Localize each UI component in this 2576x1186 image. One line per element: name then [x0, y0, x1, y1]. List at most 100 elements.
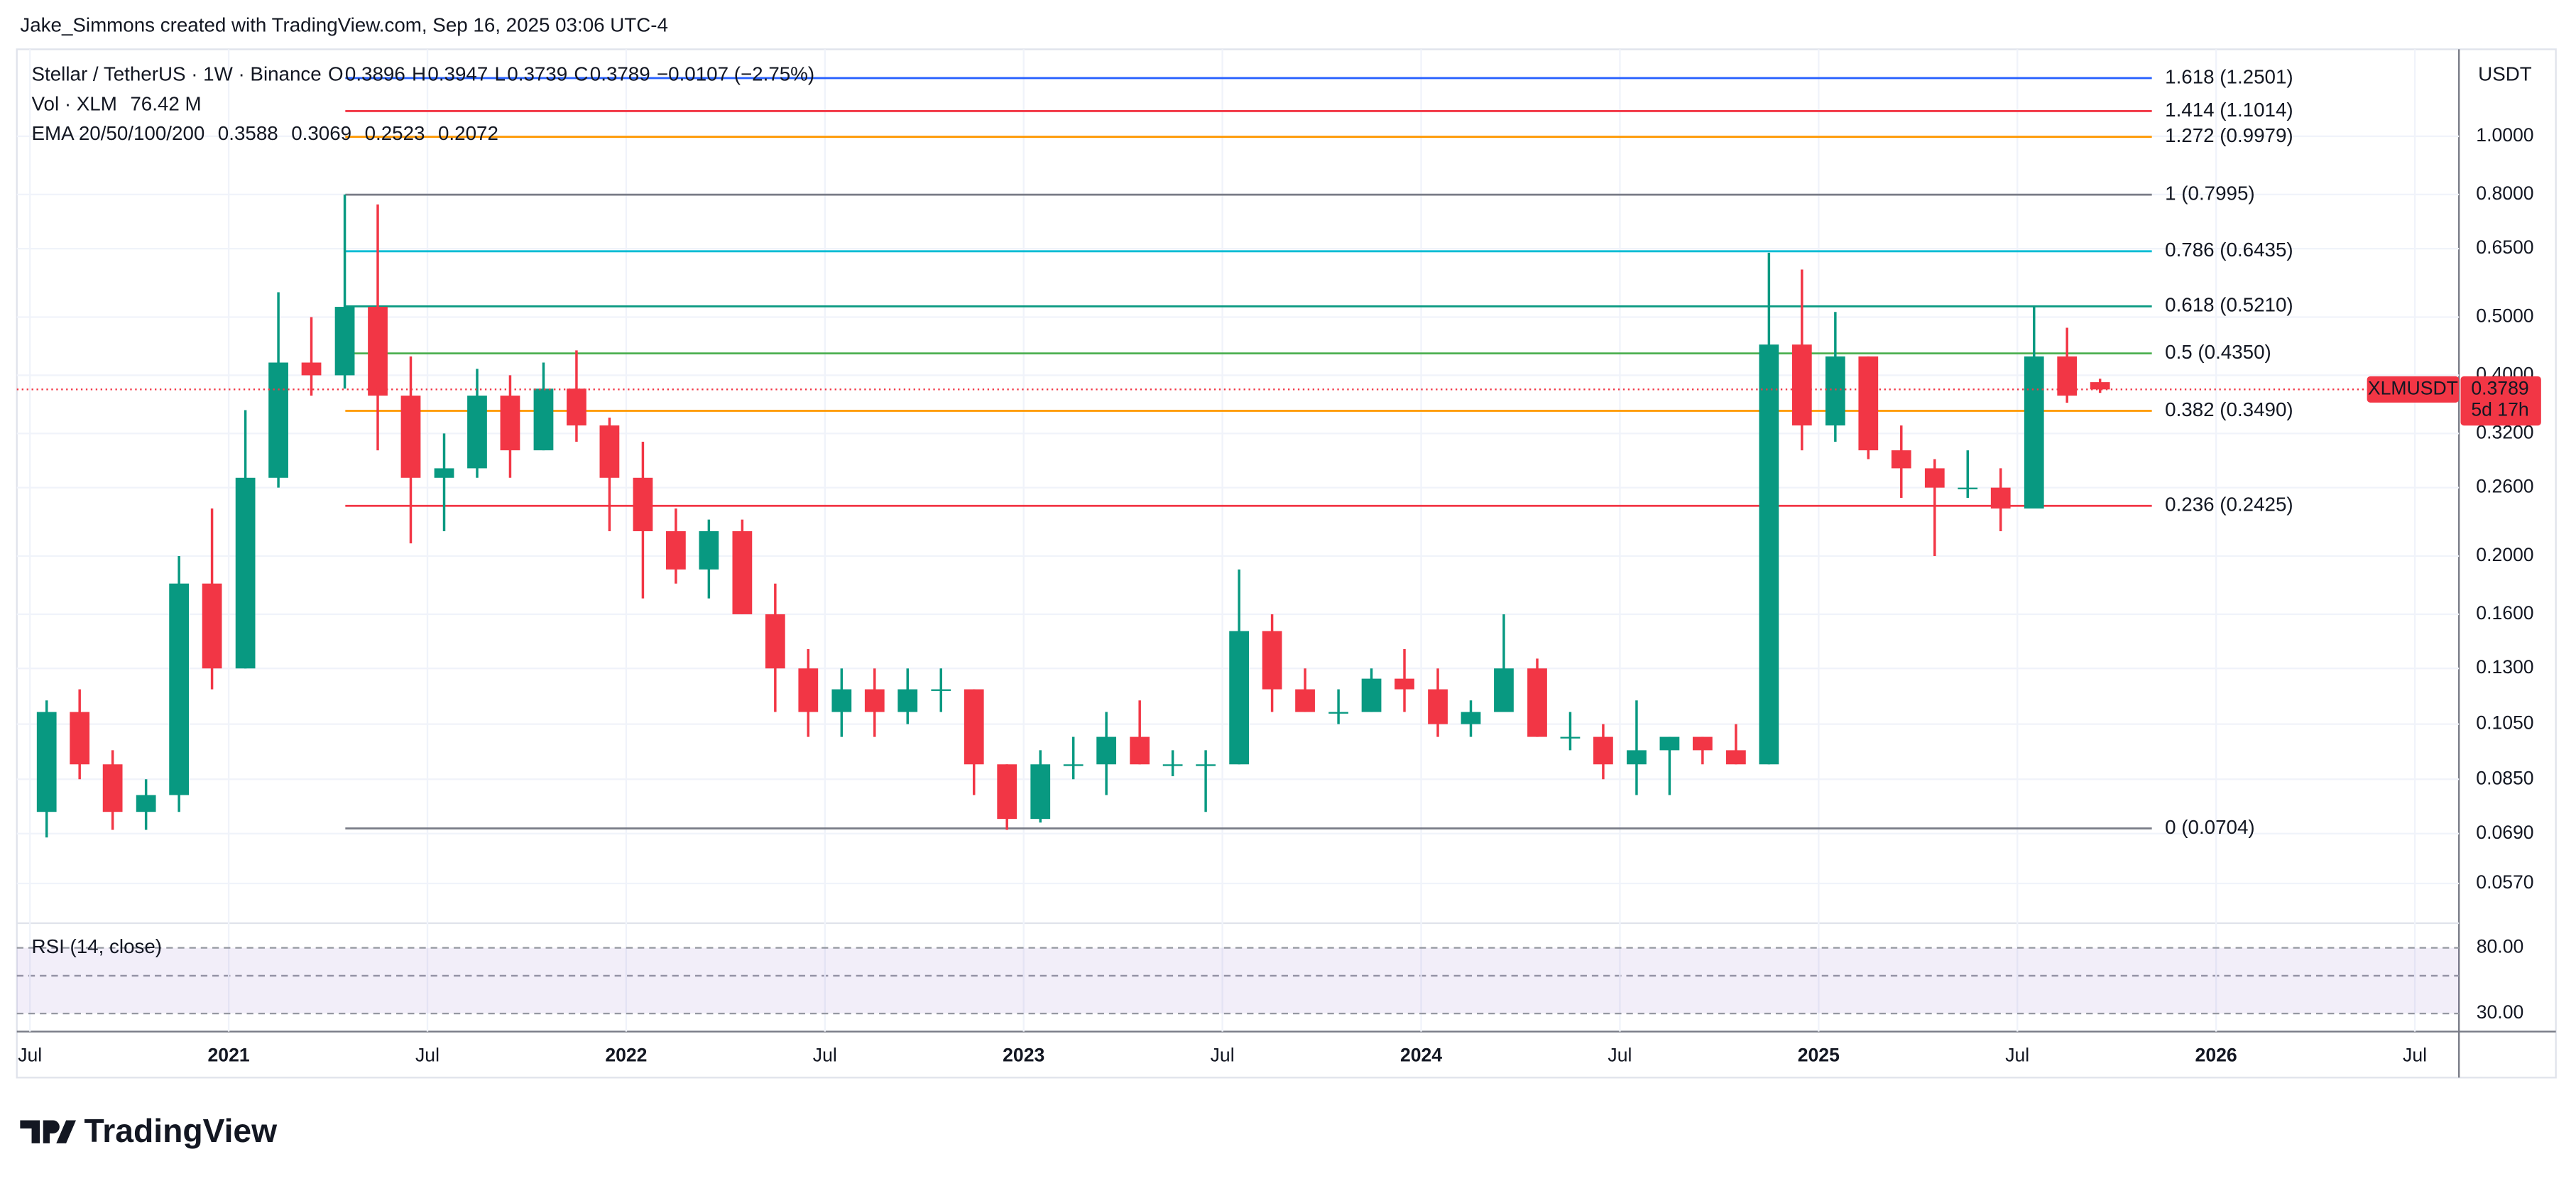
candle-body [1990, 487, 2011, 509]
x-tick-label: Jul [1608, 1044, 1632, 1065]
candle-body [368, 307, 388, 396]
candle-body [1858, 356, 1879, 451]
candle-body [1759, 344, 1779, 765]
legend-text: Stellar / TetherUS · 1W · Binance [32, 63, 322, 85]
legend-text: 0.2523 [365, 122, 425, 144]
candle-body [36, 712, 57, 812]
legend-text: 0.3947 [427, 63, 488, 85]
rsi-tick-label: 30.00 [2477, 1001, 2524, 1023]
candle-body [1030, 764, 1051, 820]
legend-text: −0.0107 (−2.75%) [657, 63, 814, 85]
y-tick-label: 1.0000 [2476, 124, 2533, 146]
candle-body [831, 689, 852, 712]
x-tick-label: 2023 [1003, 1044, 1044, 1065]
credit: Jake_Simmons created with TradingView.co… [20, 13, 668, 36]
legend-text: 0.3069 [291, 122, 351, 144]
legend-text: 76.42 M [130, 92, 201, 114]
fib-label: 0.618 (0.5210) [2165, 294, 2293, 316]
x-tick-label: Jul [18, 1044, 42, 1065]
candle-body [964, 689, 984, 765]
candle-body [864, 689, 885, 712]
candle-body [268, 362, 288, 478]
candle-body [633, 477, 653, 531]
candle-body [235, 477, 256, 669]
candle-body [1825, 356, 1845, 426]
x-tick-label: Jul [813, 1044, 837, 1065]
candle-body [136, 795, 156, 812]
candle-body [434, 468, 454, 478]
x-tick-label: Jul [2403, 1044, 2427, 1065]
y-tick-label: 0.1600 [2476, 602, 2533, 624]
candle-body [1791, 344, 1812, 426]
legend-text: 0.3739 [507, 63, 567, 85]
candle-body [997, 764, 1017, 820]
candle-body [169, 583, 190, 795]
fib-label: 0.786 (0.6435) [2165, 239, 2293, 261]
brand: TradingView [84, 1112, 278, 1149]
x-tick-label: 2022 [605, 1044, 647, 1065]
legend-text: 0.3789 [590, 63, 650, 85]
candle-body [1428, 689, 1448, 724]
price-tag-value: 0.3789 [2471, 377, 2528, 398]
rsi-tick-label: 80.00 [2477, 936, 2524, 957]
legend-text: L [495, 63, 506, 85]
candle-body [202, 583, 222, 669]
x-tick-label: Jul [2005, 1044, 2029, 1065]
candle-body [400, 396, 421, 478]
rsi-band [16, 947, 2460, 1014]
candle-body [897, 689, 918, 712]
legend-text: 0.2072 [438, 122, 498, 144]
fib-label: 1.272 (0.9979) [2165, 124, 2293, 146]
candle-body [1130, 736, 1150, 765]
candle-body [1659, 736, 1680, 751]
candle-body [599, 425, 620, 478]
candle-body [301, 362, 322, 376]
candle-body [699, 531, 719, 570]
candle-body [931, 689, 951, 691]
x-tick-label: 2026 [2195, 1044, 2237, 1065]
logo-icon [20, 1120, 76, 1143]
legend-text: H [412, 63, 426, 85]
y-tick-label: 0.0850 [2476, 767, 2533, 788]
candle-body [533, 388, 554, 451]
y-tick-label: 0.5000 [2476, 305, 2533, 327]
y-tick-label: 0.0690 [2476, 822, 2533, 843]
candle-body [1395, 678, 1414, 690]
candle-body [1692, 736, 1713, 751]
symbol-tag-text: XLMUSDT [2368, 377, 2458, 398]
y-tick-label: 0.8000 [2476, 183, 2533, 204]
fib-label: 1.618 (1.2501) [2165, 65, 2293, 87]
candle-body [70, 712, 90, 765]
candle-body [1361, 678, 1382, 712]
y-tick-label: 0.1050 [2476, 712, 2533, 734]
legend-text: 0.3896 [345, 63, 405, 85]
price-tag [2460, 376, 2541, 426]
fib-label: 0.5 (0.4350) [2165, 341, 2271, 363]
candle-body [1162, 764, 1183, 766]
y-tick-label: 0.6500 [2476, 236, 2533, 258]
x-tick-label: 2021 [208, 1044, 250, 1065]
candle-body [1262, 631, 1282, 690]
candle-body [666, 531, 686, 570]
candle-body [1958, 487, 1978, 489]
x-tick-label: 2025 [1798, 1044, 1840, 1065]
candle-body [732, 531, 753, 614]
candle-body [1527, 668, 1547, 737]
candle-body [500, 396, 520, 451]
legend-text: 0.3588 [218, 122, 278, 144]
candle-body [1461, 712, 1481, 724]
rsi-label: RSI (14, close) [32, 935, 163, 957]
chart-frame [16, 48, 2557, 1079]
candle-body [1560, 736, 1581, 739]
candle-body [1328, 712, 1348, 714]
candle-body [467, 396, 487, 469]
candle-body [567, 388, 586, 426]
fib-label: 0.382 (0.3490) [2165, 398, 2293, 420]
x-tick-label: 2024 [1400, 1044, 1442, 1065]
candle-body [1295, 689, 1315, 712]
legend-text: EMA 20/50/100/200 [32, 122, 205, 144]
fib-label: 1 (0.7995) [2165, 182, 2255, 204]
y-tick-label: 0.2000 [2476, 544, 2533, 565]
